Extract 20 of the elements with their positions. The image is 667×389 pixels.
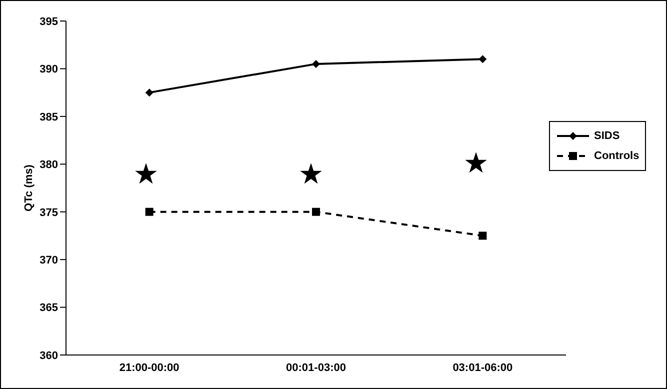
y-axis-title: QTc (ms) xyxy=(22,164,35,212)
point xyxy=(312,208,320,216)
y-tick-label: 385 xyxy=(40,111,58,124)
legend-label: Controls xyxy=(594,150,640,162)
x-tick-label: 03:01-06:00 xyxy=(452,362,513,374)
point xyxy=(145,88,154,97)
x-tick-label: 00:01-03:00 xyxy=(286,362,346,374)
point xyxy=(145,208,154,216)
y-tick-label: 360 xyxy=(40,350,58,362)
y-tick-label: 375 xyxy=(40,206,58,219)
point xyxy=(478,232,487,240)
point xyxy=(312,60,320,68)
y-tick-label: 365 xyxy=(40,302,58,314)
point xyxy=(478,55,487,64)
y-tick-label: 370 xyxy=(40,254,58,266)
x-tick-label: 21:00-00:00 xyxy=(119,362,180,374)
legend-label: SIDS xyxy=(594,130,620,142)
y-tick-label: 390 xyxy=(40,64,58,76)
y-tick-label: 395 xyxy=(40,16,58,28)
y-tick-label: 380 xyxy=(40,159,58,172)
